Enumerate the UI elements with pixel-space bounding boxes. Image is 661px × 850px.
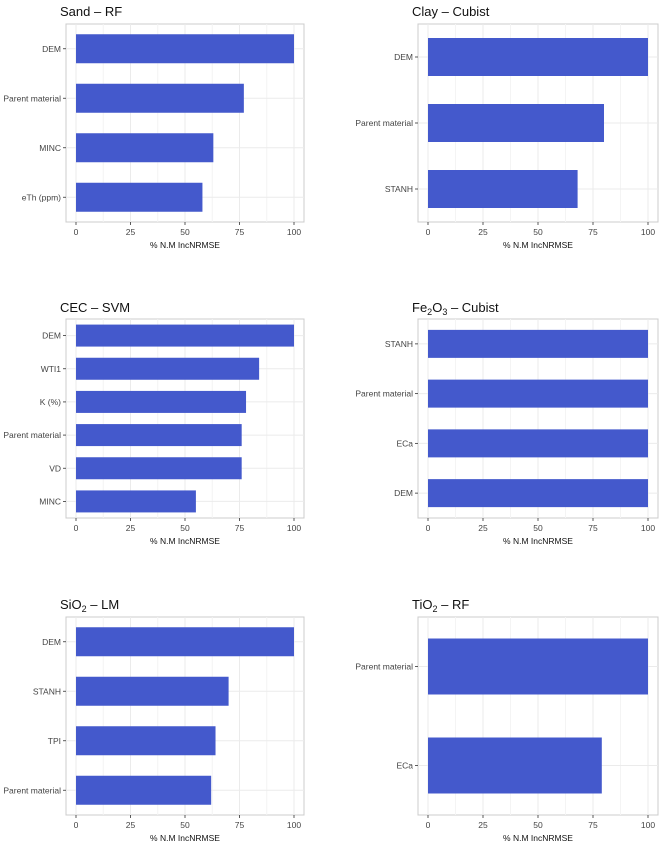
- x-tick-label: 50: [180, 523, 190, 533]
- x-axis-label: % N.M IncNRMSE: [150, 536, 220, 546]
- x-axis-label: % N.M IncNRMSE: [503, 240, 573, 250]
- y-tick-label: Parent material: [3, 785, 61, 795]
- x-tick-label: 75: [235, 227, 245, 237]
- chart-title: SiO2 – LM: [60, 597, 119, 614]
- x-tick-label: 75: [235, 820, 245, 830]
- y-tick-label: ECa: [396, 761, 413, 771]
- y-tick-label: eTh (ppm): [22, 192, 61, 202]
- bar: [76, 424, 242, 447]
- y-tick-label: Parent material: [355, 389, 413, 399]
- x-axis-label: % N.M IncNRMSE: [150, 833, 220, 843]
- x-tick-label: 0: [426, 523, 431, 533]
- y-tick-label: ECa: [396, 438, 413, 448]
- y-tick-label: MINC: [39, 496, 61, 506]
- bar: [76, 390, 247, 413]
- bar: [76, 726, 216, 756]
- bar: [76, 133, 214, 163]
- x-tick-label: 75: [235, 523, 245, 533]
- bar: [76, 182, 203, 212]
- x-axis-label: % N.M IncNRMSE: [150, 240, 220, 250]
- y-tick-label: Parent material: [3, 430, 61, 440]
- x-tick-label: 100: [287, 820, 301, 830]
- chart-title: CEC – SVM: [60, 300, 130, 315]
- bar: [428, 638, 648, 695]
- x-tick-label: 50: [180, 820, 190, 830]
- bar: [76, 324, 294, 347]
- y-tick-label: DEM: [42, 637, 61, 647]
- chart-panel-6: TiO2 – RF Parent material ECa 0 25 50 75 100 % N…: [355, 597, 659, 843]
- bar: [428, 170, 578, 208]
- x-tick-label: 25: [478, 523, 488, 533]
- x-tick-label: 25: [478, 227, 488, 237]
- y-tick-label: STANH: [385, 184, 413, 194]
- chart-title: TiO2 – RF: [412, 597, 469, 614]
- x-tick-label: 25: [126, 523, 136, 533]
- x-tick-label: 75: [588, 227, 598, 237]
- x-tick-label: 50: [180, 227, 190, 237]
- x-axis-label: % N.M IncNRMSE: [503, 833, 573, 843]
- bar: [76, 34, 294, 64]
- y-tick-label: DEM: [394, 52, 413, 62]
- y-tick-label: WTI1: [41, 364, 62, 374]
- y-tick-label: Parent material: [3, 93, 61, 103]
- x-tick-label: 50: [533, 523, 543, 533]
- y-tick-label: STANH: [33, 686, 61, 696]
- x-tick-label: 0: [74, 820, 79, 830]
- x-tick-label: 25: [126, 820, 136, 830]
- bar: [428, 429, 648, 458]
- bar: [76, 676, 229, 706]
- bar: [76, 83, 244, 113]
- chart-panel-4: Fe2O3 – Cubist STANH Parent material ECa DEM…: [355, 300, 659, 546]
- x-tick-label: 0: [74, 523, 79, 533]
- bar: [428, 104, 604, 142]
- bar: [76, 457, 242, 480]
- chart-panel-1: Sand – RF DEM Parent material MINC eTh (ppm)…: [3, 4, 305, 250]
- bar: [428, 479, 648, 508]
- x-tick-label: 100: [641, 820, 655, 830]
- bar: [76, 775, 212, 805]
- x-tick-label: 25: [478, 820, 488, 830]
- y-tick-label: DEM: [42, 331, 61, 341]
- x-tick-label: 100: [641, 523, 655, 533]
- y-tick-label: TPI: [48, 736, 61, 746]
- bar: [76, 357, 260, 380]
- y-tick-label: DEM: [42, 44, 61, 54]
- x-tick-label: 100: [287, 523, 301, 533]
- bar: [428, 379, 648, 408]
- chart-title: Clay – Cubist: [412, 4, 490, 19]
- y-tick-label: DEM: [394, 488, 413, 498]
- x-axis-label: % N.M IncNRMSE: [503, 536, 573, 546]
- x-tick-label: 0: [426, 820, 431, 830]
- bar: [428, 329, 648, 358]
- bar: [76, 627, 294, 657]
- chart-panel-5: SiO2 – LM DEM STANH TPI Parent material 0 25 50…: [3, 597, 305, 843]
- x-tick-label: 50: [533, 820, 543, 830]
- bar: [428, 38, 648, 76]
- y-tick-label: MINC: [39, 143, 61, 153]
- x-tick-label: 75: [588, 820, 598, 830]
- y-tick-label: Parent material: [355, 118, 413, 128]
- x-tick-label: 25: [126, 227, 136, 237]
- x-tick-label: 0: [426, 227, 431, 237]
- x-tick-label: 75: [588, 523, 598, 533]
- bar: [76, 490, 196, 513]
- x-tick-label: 100: [287, 227, 301, 237]
- x-tick-label: 50: [533, 227, 543, 237]
- chart-panel-2: Clay – Cubist DEM Parent material STANH 0 25 5…: [355, 4, 659, 250]
- chart-panel-3: CEC – SVM DEM WTI1 K (%) Parent material VD MI…: [3, 300, 305, 546]
- chart-title: Fe2O3 – Cubist: [412, 300, 499, 317]
- y-tick-label: K (%): [40, 397, 61, 407]
- y-tick-label: VD: [49, 463, 61, 473]
- y-tick-label: Parent material: [355, 662, 413, 672]
- bar: [428, 737, 602, 794]
- x-tick-label: 0: [74, 227, 79, 237]
- y-tick-label: STANH: [385, 339, 413, 349]
- x-tick-label: 100: [641, 227, 655, 237]
- chart-title: Sand – RF: [60, 4, 122, 19]
